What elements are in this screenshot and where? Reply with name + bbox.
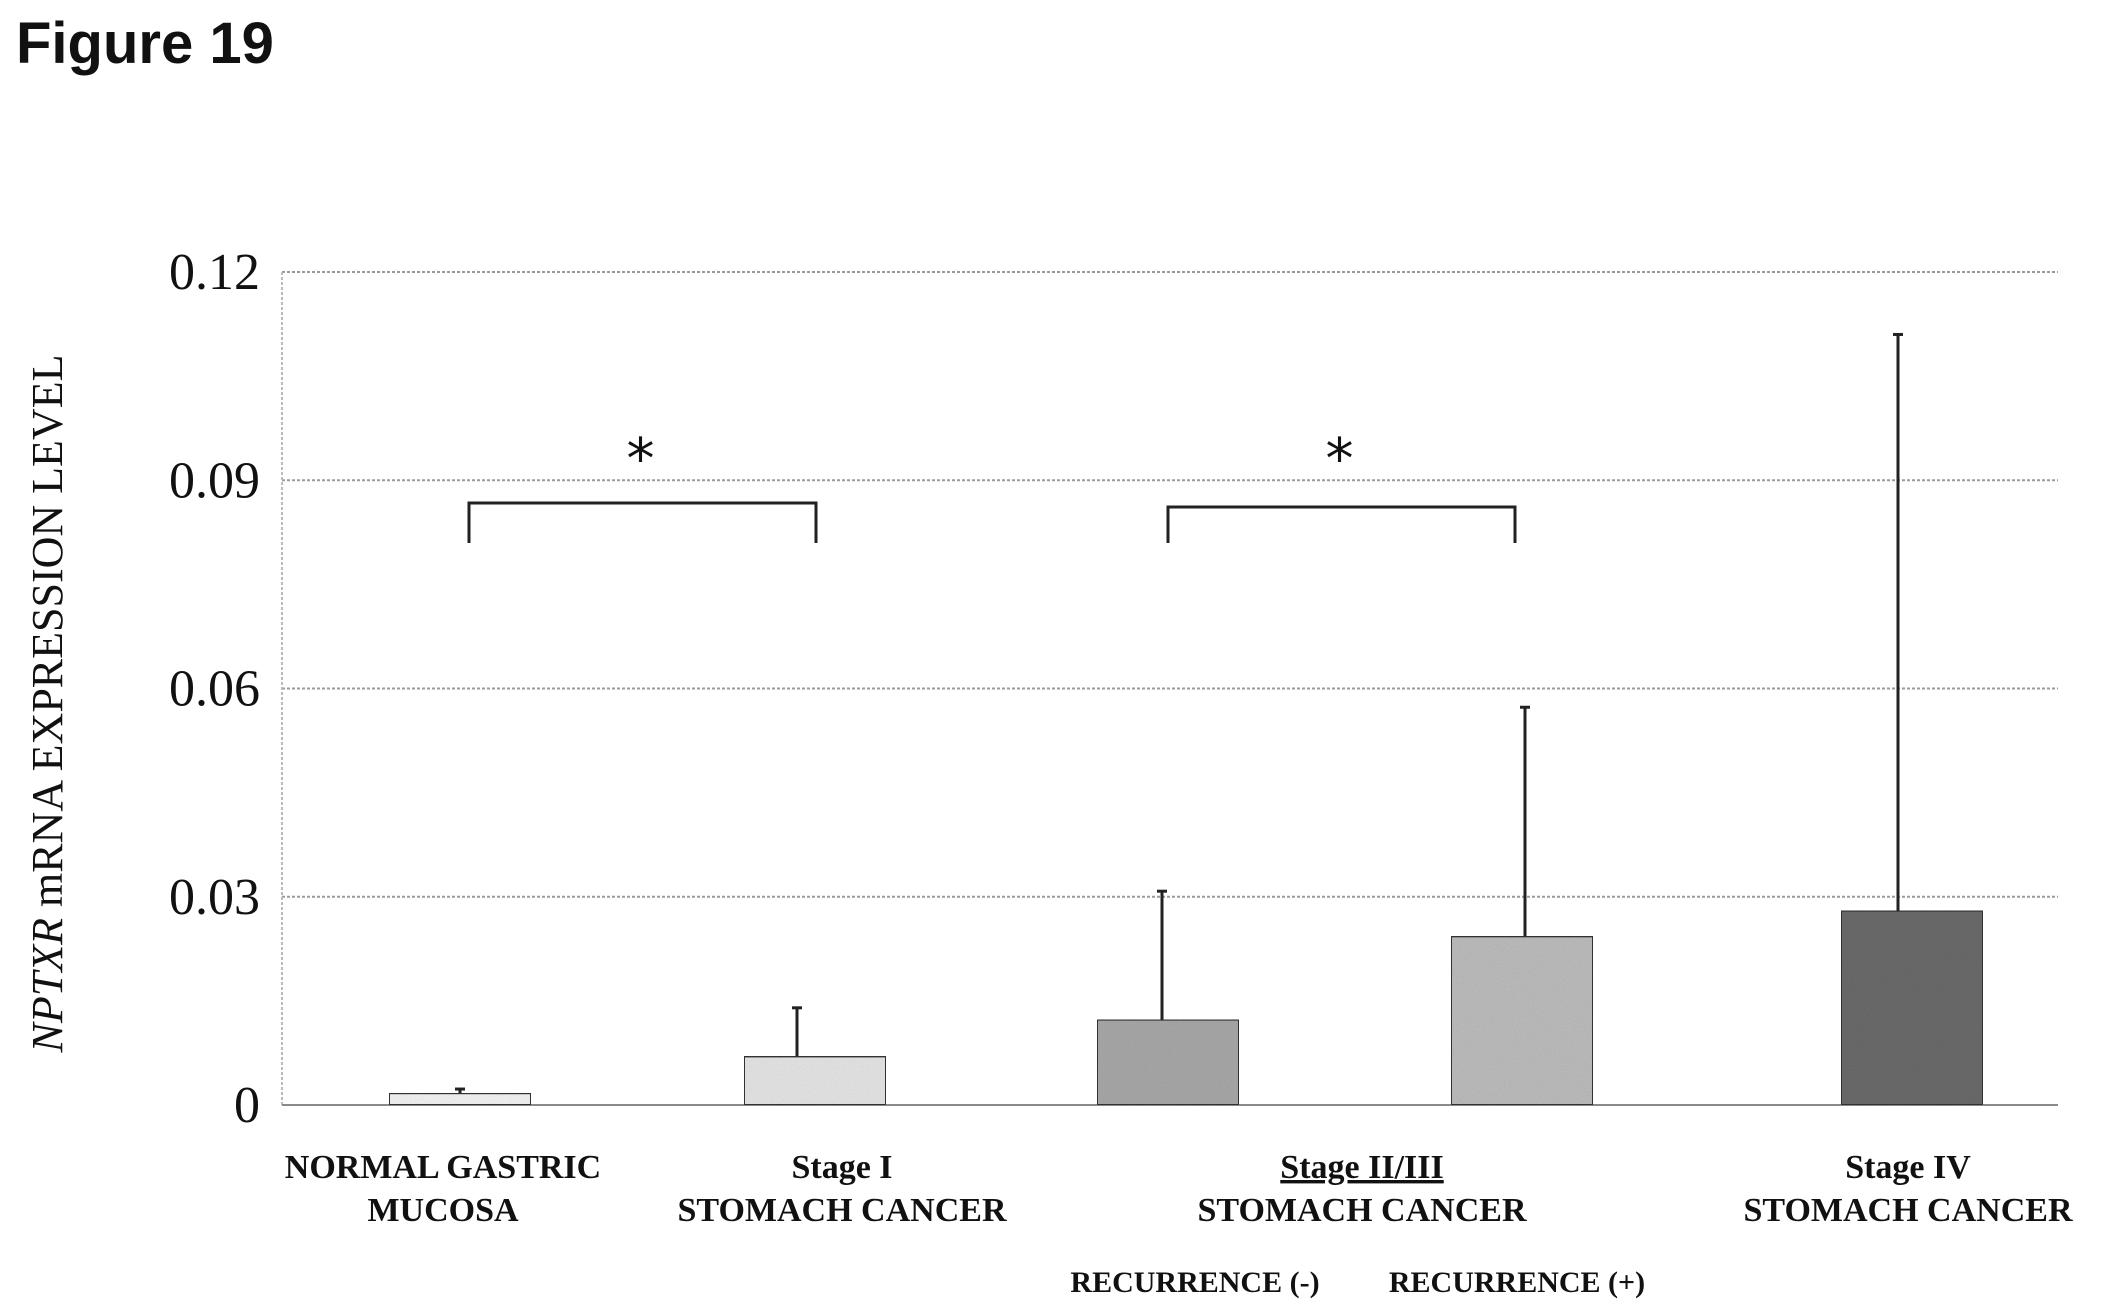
y-tick-label: 0.12 [169, 244, 260, 301]
bar [1840, 909, 1984, 1107]
x-category-label-line1: Stage II/III [1280, 1149, 1443, 1186]
bar [1450, 935, 1594, 1106]
y-tick-label: 0.09 [169, 452, 260, 509]
significance-bracket [1166, 505, 1517, 543]
x-category-label-line1: Stage I [791, 1149, 892, 1186]
x-category-label-line2: STOMACH CANCER [1743, 1192, 2072, 1229]
x-category-label-line2: STOMACH CANCER [677, 1192, 1006, 1229]
significance-asterisk: * [627, 427, 655, 492]
bar [1096, 1018, 1240, 1106]
y-axis-label-text: mRNA EXPRESSION LEVEL [23, 355, 72, 918]
bar [388, 1092, 532, 1107]
y-tick-label: 0 [234, 1077, 260, 1134]
significance-brackets: * * [467, 427, 1517, 543]
x-category-label-line1: Stage IV [1845, 1149, 1971, 1186]
y-axis-label: NPTXR mRNA EXPRESSION LEVEL [23, 355, 72, 1054]
y-axis-label-gene: NPTXR [23, 918, 72, 1054]
figure-label: Figure 19 [16, 11, 274, 76]
x-sub-label: RECURRENCE (-) [1070, 1266, 1319, 1299]
bar [743, 1055, 887, 1106]
x-category-label-line2: STOMACH CANCER [1197, 1192, 1526, 1229]
axis-labels: 0 0.03 0.06 0.09 0.12 NPTXR mRNA EXPRESSION L… [23, 244, 2073, 1299]
y-tick-label: 0.06 [169, 661, 260, 718]
y-tick-label: 0.03 [169, 869, 260, 926]
grid-lines [282, 271, 2058, 1106]
significance-bracket [467, 501, 818, 543]
bars [388, 332, 1984, 1107]
x-category-label-line1: NORMAL GASTRIC [285, 1149, 601, 1186]
x-sub-label: RECURRENCE (+) [1389, 1266, 1645, 1299]
x-category-label-line2: MUCOSA [367, 1192, 519, 1229]
significance-asterisk: * [1326, 427, 1354, 492]
